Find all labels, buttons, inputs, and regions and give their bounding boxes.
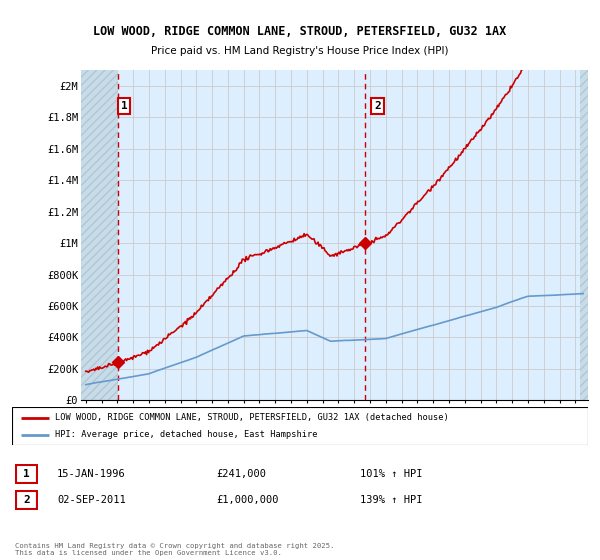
Text: 101% ↑ HPI: 101% ↑ HPI [360, 469, 422, 479]
Text: Contains HM Land Registry data © Crown copyright and database right 2025.
This d: Contains HM Land Registry data © Crown c… [15, 543, 334, 556]
Text: £1,000,000: £1,000,000 [216, 495, 278, 505]
Text: £241,000: £241,000 [216, 469, 266, 479]
Text: 139% ↑ HPI: 139% ↑ HPI [360, 495, 422, 505]
Bar [580, 70, 588, 400]
Text: 1: 1 [121, 101, 128, 111]
Text: LOW WOOD, RIDGE COMMON LANE, STROUD, PETERSFIELD, GU32 1AX: LOW WOOD, RIDGE COMMON LANE, STROUD, PET… [94, 25, 506, 38]
Text: 02-SEP-2011: 02-SEP-2011 [57, 495, 126, 505]
Text: LOW WOOD, RIDGE COMMON LANE, STROUD, PETERSFIELD, GU32 1AX (detached house): LOW WOOD, RIDGE COMMON LANE, STROUD, PET… [55, 413, 449, 422]
Text: 1: 1 [23, 469, 30, 479]
Text: 2: 2 [23, 495, 30, 505]
Text: HPI: Average price, detached house, East Hampshire: HPI: Average price, detached house, East… [55, 430, 318, 439]
Text: 15-JAN-1996: 15-JAN-1996 [57, 469, 126, 479]
Text: Price paid vs. HM Land Registry's House Price Index (HPI): Price paid vs. HM Land Registry's House … [151, 46, 449, 56]
Text: 2: 2 [374, 101, 381, 111]
Bar [81, 70, 118, 400]
